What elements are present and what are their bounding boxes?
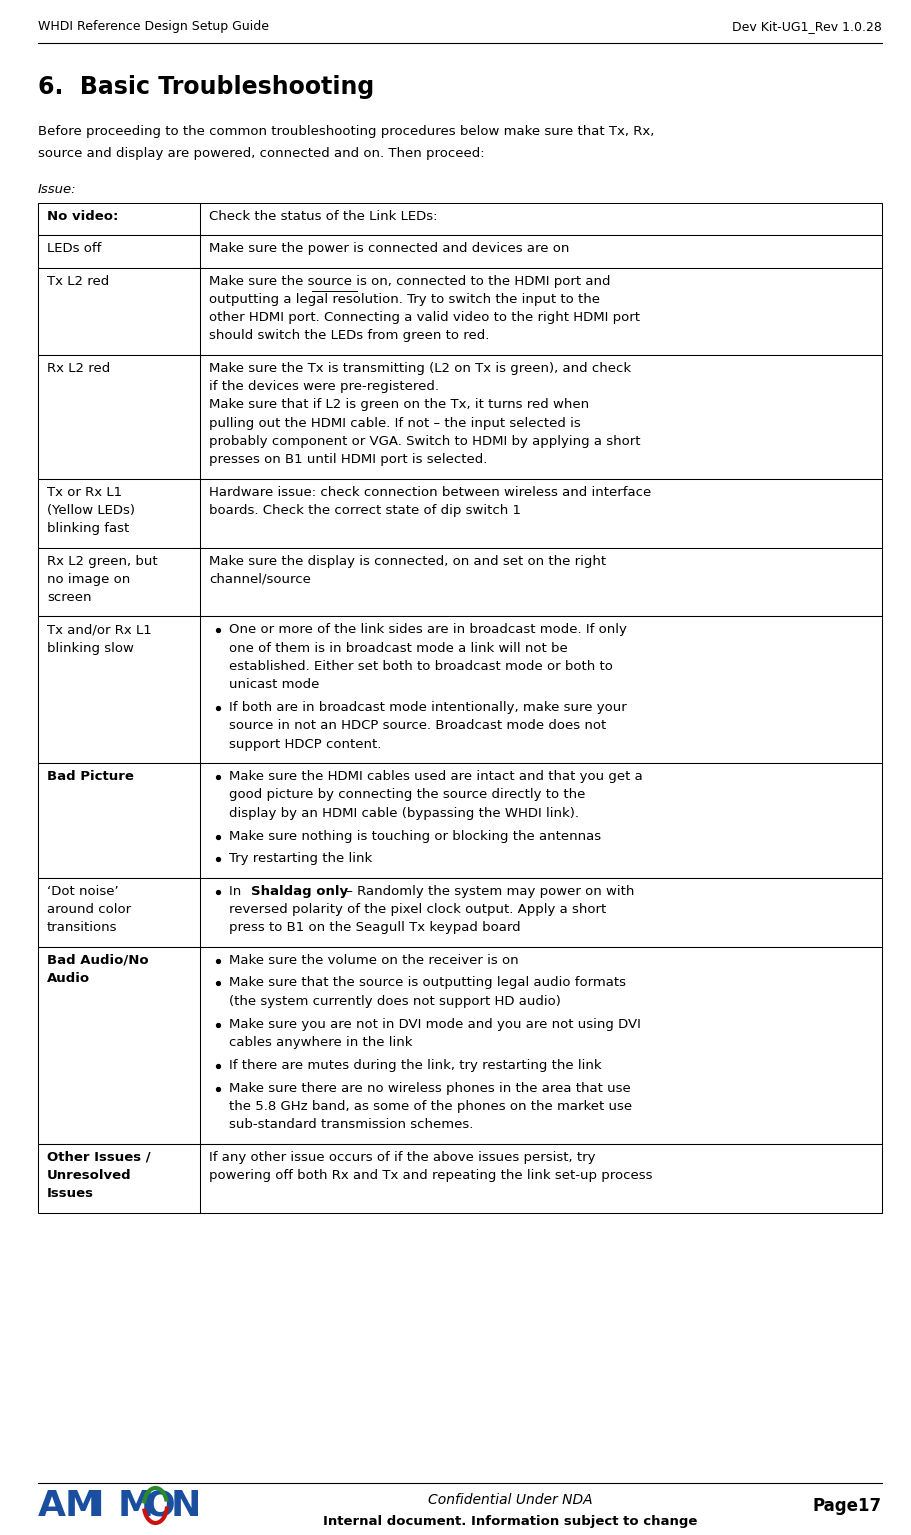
Bar (38, 267, 881, 355)
Text: Rx L2 red: Rx L2 red (47, 362, 110, 375)
Text: Make sure the power is connected and devices are on: Make sure the power is connected and dev… (209, 243, 568, 255)
Text: should switch the LEDs from green to red.: should switch the LEDs from green to red… (209, 330, 489, 342)
Text: reversed polarity of the pixel clock output. Apply a short: reversed polarity of the pixel clock out… (229, 903, 606, 916)
Text: Make sure the source is on, connected to the HDMI port and: Make sure the source is on, connected to… (209, 275, 609, 287)
Text: Make sure there are no wireless phones in the area that use: Make sure there are no wireless phones i… (229, 1082, 630, 1094)
Text: Try restarting the link: Try restarting the link (229, 852, 372, 866)
Text: ‘Dot noise’: ‘Dot noise’ (47, 884, 118, 898)
Text: Make sure that the source is outputting legal audio formats: Make sure that the source is outputting … (229, 976, 625, 990)
Text: transitions: transitions (47, 921, 118, 935)
Text: one of them is in broadcast mode a link will not be: one of them is in broadcast mode a link … (229, 642, 568, 655)
Text: O: O (144, 1489, 175, 1523)
Text: Other Issues /: Other Issues / (47, 1151, 150, 1164)
Text: A: A (38, 1489, 66, 1523)
Text: Issues: Issues (47, 1187, 94, 1200)
Text: press to B1 on the Seagull Tx keypad board: press to B1 on the Seagull Tx keypad boa… (229, 921, 520, 935)
Text: if the devices were pre-registered.: if the devices were pre-registered. (209, 381, 438, 393)
Text: Hardware issue: check connection between wireless and interface: Hardware issue: check connection between… (209, 485, 650, 499)
Text: pulling out the HDMI cable. If not – the input selected is: pulling out the HDMI cable. If not – the… (209, 416, 580, 430)
Bar (38, 763, 881, 878)
Text: source in not an HDCP source. Broadcast mode does not: source in not an HDCP source. Broadcast … (229, 720, 606, 732)
Text: around color: around color (47, 903, 131, 916)
Bar (38, 203, 881, 235)
Text: One or more of the link sides are in broadcast mode. If only: One or more of the link sides are in bro… (229, 623, 626, 637)
Text: unicast mode: unicast mode (229, 678, 319, 691)
Text: screen: screen (47, 591, 91, 605)
Text: Issue:: Issue: (38, 183, 77, 196)
Text: If there are mutes during the link, try restarting the link: If there are mutes during the link, try … (229, 1059, 601, 1071)
Text: Tx or Rx L1: Tx or Rx L1 (47, 485, 122, 499)
Bar (38, 235, 881, 267)
Text: powering off both Rx and Tx and repeating the link set-up process: powering off both Rx and Tx and repeatin… (209, 1170, 652, 1182)
Bar (38, 617, 881, 763)
Text: probably component or VGA. Switch to HDMI by applying a short: probably component or VGA. Switch to HDM… (209, 434, 640, 448)
Text: source and display are powered, connected and on. Then proceed:: source and display are powered, connecte… (38, 146, 484, 160)
Text: good picture by connecting the source directly to the: good picture by connecting the source di… (229, 789, 585, 801)
Text: Shaldag only: Shaldag only (251, 884, 348, 898)
Text: (the system currently does not support HD audio): (the system currently does not support H… (229, 995, 560, 1008)
Text: Page17: Page17 (812, 1497, 881, 1515)
Text: established. Either set both to broadcast mode or both to: established. Either set both to broadcas… (229, 660, 612, 672)
Text: Audio: Audio (47, 972, 90, 985)
Text: Rx L2 green, but: Rx L2 green, but (47, 554, 158, 568)
Text: Bad Audio/No: Bad Audio/No (47, 953, 148, 967)
Text: other HDMI port. Connecting a valid video to the right HDMI port: other HDMI port. Connecting a valid vide… (209, 312, 640, 324)
Text: sub-standard transmission schemes.: sub-standard transmission schemes. (229, 1119, 473, 1131)
Text: Unresolved: Unresolved (47, 1170, 131, 1182)
Text: No video:: No video: (47, 210, 118, 223)
Text: Internal document. Information subject to change: Internal document. Information subject t… (322, 1515, 696, 1527)
Text: Before proceeding to the common troubleshooting procedures below make sure that : Before proceeding to the common troubles… (38, 124, 654, 138)
Text: Tx L2 red: Tx L2 red (47, 275, 109, 287)
Text: display by an HDMI cable (bypassing the WHDI link).: display by an HDMI cable (bypassing the … (229, 807, 578, 820)
Text: I: I (91, 1489, 105, 1523)
Text: no image on: no image on (47, 573, 130, 586)
Text: Make sure nothing is touching or blocking the antennas: Make sure nothing is touching or blockin… (229, 829, 600, 843)
Text: Make sure the HDMI cables used are intact and that you get a: Make sure the HDMI cables used are intac… (229, 771, 642, 783)
Text: Make sure the Tx is transmitting (L2 on Tx is green), and check: Make sure the Tx is transmitting (L2 on … (209, 362, 630, 375)
Text: 6.  Basic Troubleshooting: 6. Basic Troubleshooting (38, 75, 374, 98)
Bar (38, 878, 881, 947)
Bar (38, 548, 881, 617)
Text: blinking slow: blinking slow (47, 642, 134, 655)
Text: LEDs off: LEDs off (47, 243, 101, 255)
Text: WHDI Reference Design Setup Guide: WHDI Reference Design Setup Guide (38, 20, 269, 32)
Text: Make sure the display is connected, on and set on the right: Make sure the display is connected, on a… (209, 554, 606, 568)
Text: blinking fast: blinking fast (47, 522, 129, 536)
Text: N: N (170, 1489, 200, 1523)
Text: M: M (65, 1489, 100, 1523)
Bar (38, 1144, 881, 1213)
Text: (Yellow LEDs): (Yellow LEDs) (47, 503, 135, 517)
Text: the 5.8 GHz band, as some of the phones on the market use: the 5.8 GHz band, as some of the phones … (229, 1101, 631, 1113)
Text: If both are in broadcast mode intentionally, make sure your: If both are in broadcast mode intentiona… (229, 701, 626, 714)
Text: Make sure you are not in DVI mode and you are not using DVI: Make sure you are not in DVI mode and yo… (229, 1018, 640, 1030)
Text: Dev Kit-UG1_Rev 1.0.28: Dev Kit-UG1_Rev 1.0.28 (732, 20, 881, 32)
Text: presses on B1 until HDMI port is selected.: presses on B1 until HDMI port is selecte… (209, 453, 486, 467)
Text: channel/source: channel/source (209, 573, 311, 586)
Bar (38, 355, 881, 479)
Text: Make sure the volume on the receiver is on: Make sure the volume on the receiver is … (229, 953, 518, 967)
Text: outputting a legal resolution. Try to switch the input to the: outputting a legal resolution. Try to sw… (209, 293, 599, 305)
Text: – Randomly the system may power on with: – Randomly the system may power on with (342, 884, 634, 898)
Text: cables anywhere in the link: cables anywhere in the link (229, 1036, 412, 1048)
Text: If any other issue occurs of if the above issues persist, try: If any other issue occurs of if the abov… (209, 1151, 595, 1164)
Bar (38, 947, 881, 1144)
Bar (38, 479, 881, 548)
Text: Bad Picture: Bad Picture (47, 771, 134, 783)
Text: M: M (118, 1489, 153, 1523)
Text: support HDCP content.: support HDCP content. (229, 738, 381, 751)
Text: Confidential Under NDA: Confidential Under NDA (427, 1494, 591, 1507)
Text: Make sure that if L2 is green on the Tx, it turns red when: Make sure that if L2 is green on the Tx,… (209, 399, 589, 411)
Text: Check the status of the Link LEDs:: Check the status of the Link LEDs: (209, 210, 437, 223)
Text: In: In (229, 884, 245, 898)
Text: Tx and/or Rx L1: Tx and/or Rx L1 (47, 623, 151, 637)
Text: boards. Check the correct state of dip switch 1: boards. Check the correct state of dip s… (209, 503, 520, 517)
